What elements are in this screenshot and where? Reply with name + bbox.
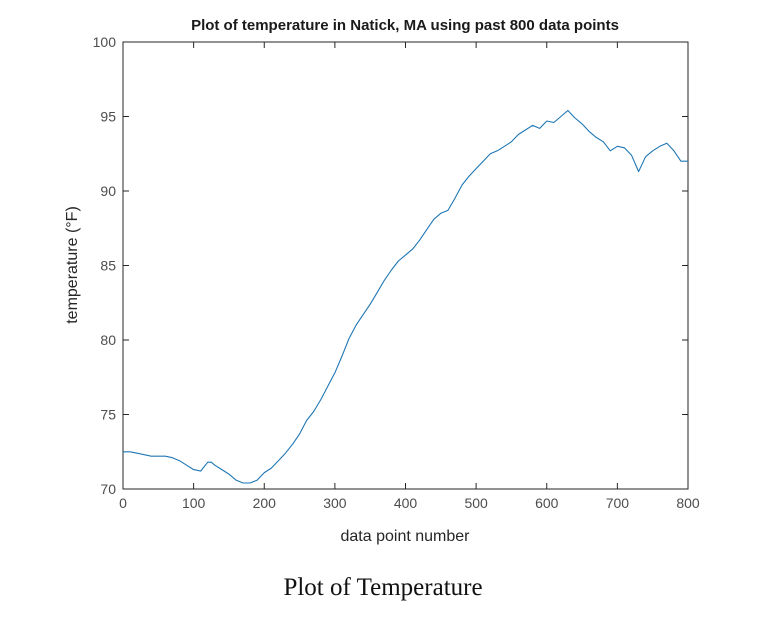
y-axis-label: temperature (°F) [64, 206, 81, 324]
y-tick-label: 70 [100, 481, 116, 497]
y-tick-label: 100 [93, 34, 117, 50]
series-line-0 [123, 109, 688, 484]
data-series [123, 109, 688, 484]
x-tick-label: 200 [253, 495, 277, 511]
x-tick-label: 500 [464, 495, 488, 511]
x-axis-label: data point number [341, 528, 471, 545]
x-tick-label: 700 [606, 495, 630, 511]
x-tick-label: 300 [323, 495, 347, 511]
y-tick-label: 95 [100, 109, 116, 125]
x-tick-label: 400 [394, 495, 418, 511]
chart-title: Plot of temperature in Natick, MA using … [191, 17, 619, 34]
temperature-chart: Plot of temperature in Natick, MA using … [64, 17, 700, 545]
y-tick-label: 90 [100, 183, 116, 199]
x-tick-label: 100 [182, 495, 206, 511]
y-tick-label: 85 [100, 258, 116, 274]
axes: 0 100 200 300 400 500 600 700 800 70 75 80 85 90 95 100 [93, 34, 700, 511]
y-tick-label: 80 [100, 332, 116, 348]
figure-caption: Plot of Temperature [283, 574, 483, 601]
x-tick-label: 600 [535, 495, 559, 511]
x-tick-label: 0 [119, 495, 127, 511]
x-tick-label: 800 [676, 495, 700, 511]
y-tick-label: 75 [100, 407, 116, 423]
